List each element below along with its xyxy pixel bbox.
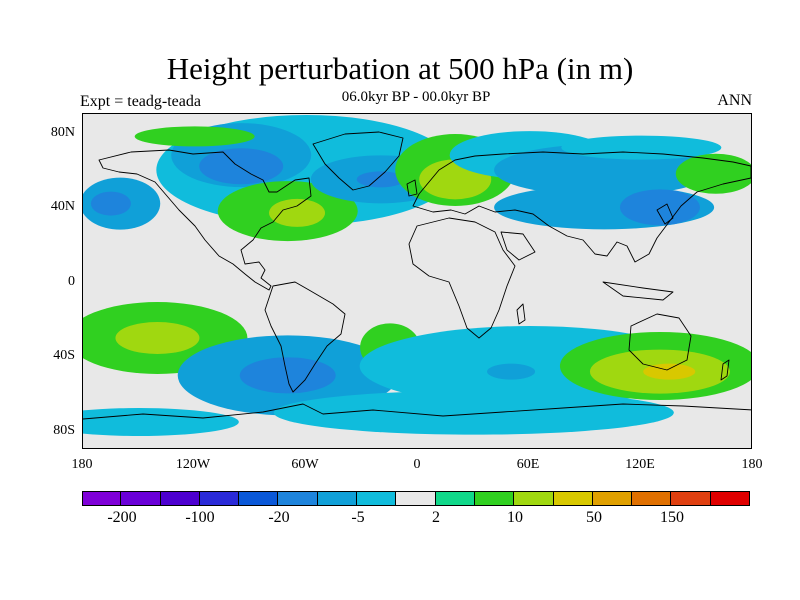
coastline-new-zealand bbox=[720, 359, 730, 381]
coastline-south-america bbox=[264, 281, 346, 393]
lon-tick-120w: 120W bbox=[175, 457, 211, 472]
colorbar-swatch bbox=[121, 491, 161, 506]
lat-tick-40s: 40S bbox=[53, 348, 75, 363]
lon-tick-60w: 60W bbox=[291, 457, 319, 472]
colorbar-swatch bbox=[199, 491, 240, 506]
lon-tick-180e: 180 bbox=[741, 457, 763, 472]
coastline-antarctica bbox=[83, 403, 751, 420]
coastline-indonesia bbox=[602, 281, 674, 301]
colorbar-swatch bbox=[514, 491, 554, 506]
colorbar-label-150: 150 bbox=[660, 509, 684, 526]
map-subtitle: 06.0kyr BP - 00.0kyr BP bbox=[341, 89, 491, 105]
coastline-madagascar bbox=[516, 303, 526, 325]
coastline-africa bbox=[408, 217, 516, 339]
colorbar-swatch bbox=[357, 491, 397, 506]
lon-tick-60e: 60E bbox=[516, 457, 540, 472]
colorbar-swatch bbox=[592, 491, 633, 506]
contour-region bbox=[273, 390, 674, 435]
contour-region bbox=[115, 322, 200, 354]
colorbar-swatch bbox=[396, 491, 436, 506]
contour-region bbox=[619, 189, 700, 226]
colorbar-swatch bbox=[710, 491, 750, 506]
colorbar-label-10: 10 bbox=[507, 509, 523, 526]
lon-tick-120e: 120E bbox=[625, 457, 655, 472]
lat-tick-80s: 80S bbox=[53, 423, 75, 438]
lon-tick-0: 0 bbox=[413, 457, 421, 472]
colorbar-label-neg200: -200 bbox=[107, 509, 137, 526]
contour-region bbox=[83, 408, 239, 436]
contour-region bbox=[561, 135, 722, 160]
colorbar-swatch bbox=[82, 491, 122, 506]
colorbar-label-neg20: -20 bbox=[268, 509, 290, 526]
lon-tick-180w: 180 bbox=[71, 457, 93, 472]
coastlines bbox=[83, 131, 751, 420]
colorbar-swatch bbox=[474, 491, 515, 506]
colorbar-label-50: 50 bbox=[586, 509, 602, 526]
lat-tick-0: 0 bbox=[68, 274, 75, 289]
contour-map bbox=[83, 115, 751, 436]
contour-region bbox=[675, 153, 751, 194]
colorbar-swatch bbox=[632, 491, 672, 506]
coastline-uk bbox=[406, 179, 418, 197]
contour-region bbox=[90, 191, 131, 216]
colorbar bbox=[82, 491, 750, 507]
coastline-north-america bbox=[98, 149, 312, 291]
experiment-label: Expt = teadg-teada bbox=[80, 93, 201, 110]
contour-region bbox=[269, 198, 326, 227]
contour-fills bbox=[83, 115, 751, 436]
contour-region bbox=[134, 126, 255, 147]
coastline-arabia bbox=[500, 231, 536, 261]
colorbar-swatch bbox=[160, 491, 200, 506]
contour-region bbox=[239, 357, 336, 394]
colorbar-swatch bbox=[317, 491, 358, 506]
colorbar-label-neg5: -5 bbox=[351, 509, 365, 526]
colorbar-swatch bbox=[239, 491, 279, 506]
contour-region bbox=[199, 148, 284, 185]
colorbar-swatch bbox=[278, 491, 318, 506]
coastline-greenland bbox=[312, 131, 404, 191]
colorbar-label-neg100: -100 bbox=[185, 509, 215, 526]
coastline-eurasia bbox=[412, 151, 751, 263]
coastline-japan bbox=[656, 203, 674, 225]
map-title: Height perturbation at 500 hPa (in m) bbox=[166, 51, 634, 86]
colorbar-swatch bbox=[553, 491, 593, 506]
colorbar-label-2: 2 bbox=[432, 509, 440, 526]
map-panel bbox=[82, 113, 752, 449]
contour-region bbox=[356, 171, 405, 188]
lat-tick-40n: 40N bbox=[50, 199, 75, 214]
contour-region bbox=[487, 363, 536, 380]
lat-tick-80n: 80N bbox=[50, 125, 75, 140]
colorbar-swatch bbox=[671, 491, 711, 506]
coastline-australia bbox=[628, 313, 692, 371]
season-label: ANN bbox=[717, 92, 752, 109]
colorbar-swatch bbox=[435, 491, 475, 506]
